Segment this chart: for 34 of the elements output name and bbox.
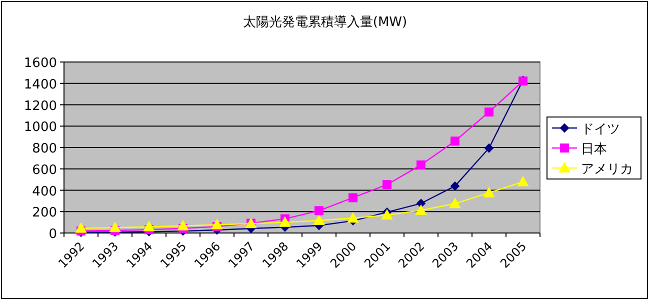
point — [484, 108, 494, 117]
point — [178, 220, 188, 230]
point — [314, 214, 324, 225]
point — [450, 182, 460, 191]
point — [144, 221, 154, 232]
y-tick-label: 1600 — [24, 56, 57, 71]
point — [518, 176, 528, 186]
y-tick-label: 600 — [32, 162, 57, 178]
point — [348, 193, 358, 202]
y-tick-label: 1200 — [24, 98, 57, 114]
point — [382, 210, 392, 220]
point — [450, 198, 460, 208]
legend-label: ドイツ — [581, 122, 620, 137]
chart-title: 太陽光発電累積導入量(MW) — [242, 15, 408, 30]
point — [416, 204, 426, 215]
y-tick-label: 1000 — [24, 120, 57, 136]
point — [314, 206, 324, 216]
point — [484, 187, 494, 198]
point — [382, 180, 392, 190]
point — [450, 136, 460, 146]
legend-label: アメリカ — [581, 162, 633, 177]
point — [484, 144, 494, 153]
point — [280, 216, 290, 227]
legend-label: 日本 — [581, 142, 607, 157]
y-tick-label: 200 — [32, 206, 57, 221]
y-tick-label: 0 — [48, 227, 57, 242]
point — [348, 212, 358, 223]
y-tick-label: 400 — [32, 184, 57, 200]
y-tick-label: 1400 — [24, 77, 57, 92]
point — [416, 160, 426, 170]
y-tick-label: 800 — [32, 142, 57, 156]
point — [110, 222, 120, 232]
point — [76, 222, 86, 233]
point — [212, 219, 222, 230]
